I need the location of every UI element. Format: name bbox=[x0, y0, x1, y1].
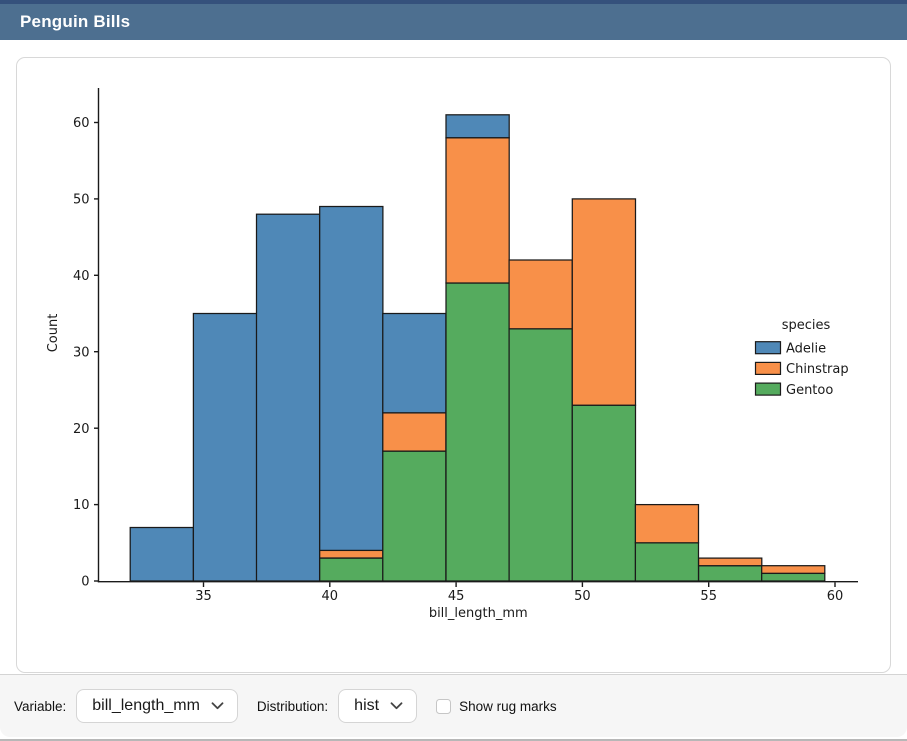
controls-bar: Variable: bill_length_mm Distribution: h… bbox=[0, 674, 907, 737]
bottom-edge-line bbox=[0, 739, 907, 741]
variable-label: Variable: bbox=[14, 698, 67, 714]
rug-checkbox-label: Show rug marks bbox=[459, 698, 557, 714]
variable-select-value: bill_length_mm bbox=[92, 697, 200, 714]
distribution-select[interactable]: hist bbox=[338, 689, 418, 723]
variable-select[interactable]: bill_length_mm bbox=[76, 689, 238, 723]
chevron-down-icon bbox=[390, 702, 403, 710]
window-top-strip bbox=[0, 0, 907, 4]
rug-checkbox[interactable] bbox=[436, 698, 452, 714]
chevron-down-icon bbox=[211, 702, 224, 710]
distribution-select-value: hist bbox=[354, 697, 380, 714]
content-card bbox=[16, 57, 891, 673]
title-bar: Penguin Bills bbox=[0, 4, 907, 40]
app-title: Penguin Bills bbox=[20, 12, 131, 31]
distribution-label: Distribution: bbox=[256, 698, 329, 714]
